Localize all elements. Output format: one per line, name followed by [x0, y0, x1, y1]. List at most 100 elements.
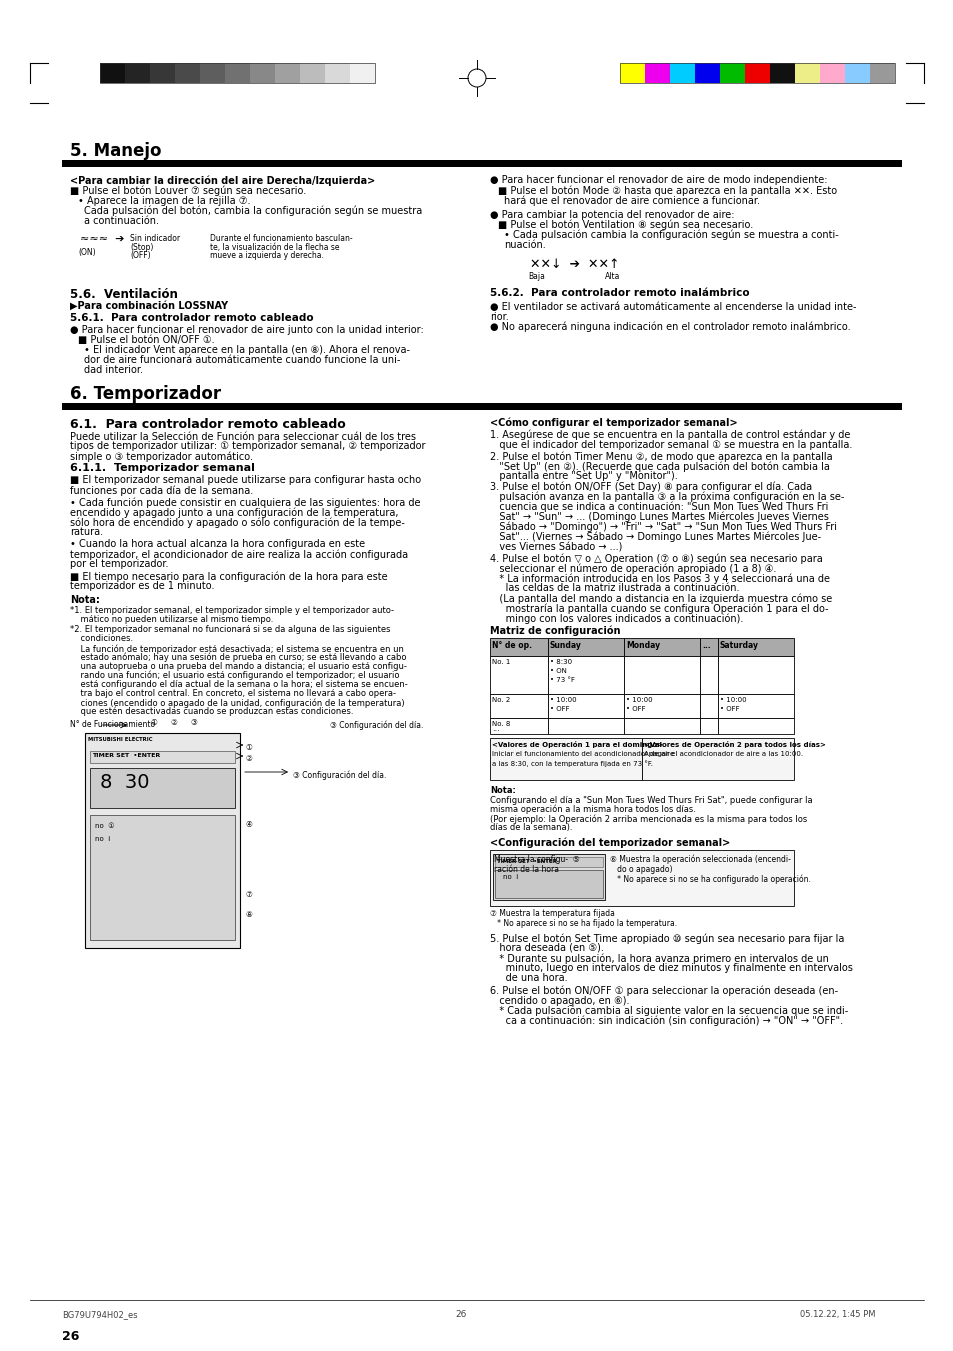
Bar — [490, 694, 547, 717]
Text: ves Viernes Sábado → ...): ves Viernes Sábado → ...) — [490, 542, 621, 553]
Text: <Cómo configurar el temporizador semanal>: <Cómo configurar el temporizador semanal… — [490, 417, 737, 428]
Text: a continuación.: a continuación. — [84, 216, 159, 226]
Text: una autoprueba o una prueba del mando a distancia; el usuario está configu-: una autoprueba o una prueba del mando a … — [70, 662, 406, 671]
Text: que el indicador del temporizador semanal ① se muestra en la pantalla.: que el indicador del temporizador semana… — [490, 440, 851, 450]
Text: <Para cambiar la dirección del aire Derecha/Izquierda>: <Para cambiar la dirección del aire Dere… — [70, 176, 375, 185]
Text: sólo hora de encendido y apagado o sólo configuración de la tempe-: sólo hora de encendido y apagado o sólo … — [70, 517, 404, 527]
Text: Matriz de configuración: Matriz de configuración — [490, 626, 619, 635]
Text: de una hora.: de una hora. — [490, 973, 567, 984]
Text: mático no pueden utilizarse al mismo tiempo.: mático no pueden utilizarse al mismo tie… — [70, 615, 274, 624]
Text: (Por ejemplo: la Operación 2 arriba mencionada es la misma para todos los: (Por ejemplo: la Operación 2 arriba menc… — [490, 815, 806, 824]
Text: Monday: Monday — [625, 640, 659, 650]
Bar — [100, 63, 125, 82]
Bar — [495, 870, 602, 898]
Text: por el temporizador.: por el temporizador. — [70, 559, 169, 569]
Bar — [62, 159, 901, 168]
Text: rando una función; el usuario está configurando el temporizador; el usuario: rando una función; el usuario está confi… — [70, 671, 399, 681]
Bar — [623, 717, 700, 734]
Text: ⑥ Muestra la operación seleccionada (encendi-: ⑥ Muestra la operación seleccionada (enc… — [609, 855, 790, 865]
Text: Nota:: Nota: — [490, 786, 516, 794]
Text: tra bajo el control central. En concreto, el sistema no llevará a cabo opera-: tra bajo el control central. En concreto… — [70, 689, 395, 698]
Text: ■ El temporizador semanal puede utilizarse para configurar hasta ocho: ■ El temporizador semanal puede utilizar… — [70, 476, 420, 485]
Text: ración de la hora: ración de la hora — [494, 865, 558, 874]
Text: Configurando el día a "Sun Mon Tues Wed Thurs Fri Sat", puede configurar la: Configurando el día a "Sun Mon Tues Wed … — [490, 796, 812, 805]
Bar — [619, 63, 894, 82]
Text: do o apagado): do o apagado) — [609, 865, 672, 874]
Bar — [547, 638, 623, 657]
Bar — [718, 657, 793, 694]
Text: ①: ① — [245, 743, 252, 753]
Text: nuación.: nuación. — [503, 240, 545, 250]
Bar — [100, 63, 375, 82]
Text: encendido y apagado junto a una configuración de la temperatura,: encendido y apagado junto a una configur… — [70, 507, 398, 517]
Text: días de la semana).: días de la semana). — [490, 823, 572, 832]
Text: ■ Pulse el botón Mode ② hasta que aparezca en la pantalla ✕✕. Esto: ■ Pulse el botón Mode ② hasta que aparez… — [497, 186, 836, 196]
Bar — [125, 63, 150, 82]
Text: Alta: Alta — [604, 272, 619, 281]
Bar — [794, 63, 820, 82]
Text: pulsación avanza en la pantalla ③ a la próxima configuración en la se-: pulsación avanza en la pantalla ③ a la p… — [490, 492, 843, 503]
Bar — [718, 694, 793, 717]
Text: • 8:30: • 8:30 — [550, 659, 572, 665]
Text: TIMER SET  •ENTER: TIMER SET •ENTER — [497, 859, 557, 865]
Text: ▶Para combinación LOSSNAY: ▶Para combinación LOSSNAY — [70, 301, 228, 311]
Text: 1. Asegúrese de que se encuentra en la pantalla de control estándar y de: 1. Asegúrese de que se encuentra en la p… — [490, 430, 849, 440]
Text: <Valores de Operación 1 para el domingo>: <Valores de Operación 1 para el domingo> — [492, 740, 662, 748]
Text: las celdas de la matriz ilustrada a continuación.: las celdas de la matriz ilustrada a cont… — [490, 584, 739, 593]
Bar — [174, 63, 200, 82]
Text: • Cada pulsación cambia la configuración según se muestra a conti-: • Cada pulsación cambia la configuración… — [503, 230, 838, 240]
Text: Puede utilizar la Selección de Función para seleccionar cuál de los tres: Puede utilizar la Selección de Función p… — [70, 431, 416, 442]
Text: ciones (encendido o apagado de la unidad, configuración de la temperatura): ciones (encendido o apagado de la unidad… — [70, 698, 404, 708]
Bar — [200, 63, 225, 82]
Text: dor de aire funcionará automáticamente cuando funcione la uni-: dor de aire funcionará automáticamente c… — [84, 355, 400, 365]
Text: (La pantalla del mando a distancia en la izquierda muestra cómo se: (La pantalla del mando a distancia en la… — [490, 593, 831, 604]
Text: • 10:00: • 10:00 — [625, 697, 652, 703]
Text: simple o ③ temporizador automático.: simple o ③ temporizador automático. — [70, 451, 253, 462]
Bar — [869, 63, 894, 82]
Bar — [700, 694, 718, 717]
Text: ca a continuación: sin indicación (sin configuración) → "ON" → "OFF".: ca a continuación: sin indicación (sin c… — [490, 1016, 842, 1027]
Text: seleccionar el número de operación apropiado (1 a 8) ④.: seleccionar el número de operación aprop… — [490, 563, 776, 574]
Text: ⑧: ⑧ — [245, 911, 252, 919]
Text: ⑦: ⑦ — [245, 890, 252, 898]
Bar — [700, 657, 718, 694]
Text: ③ Configuración del día.: ③ Configuración del día. — [293, 770, 386, 780]
Text: ● Para cambiar la potencia del renovador de aire:: ● Para cambiar la potencia del renovador… — [490, 209, 734, 220]
Text: mueve a izquierda y derecha.: mueve a izquierda y derecha. — [210, 251, 323, 259]
Bar — [718, 638, 793, 657]
Bar — [274, 63, 299, 82]
Text: TIMER SET  •ENTER: TIMER SET •ENTER — [91, 753, 160, 758]
Text: • El indicador Vent aparece en la pantalla (en ⑧). Ahora el renova-: • El indicador Vent aparece en la pantal… — [84, 345, 410, 355]
Text: cuencia que se indica a continuación: "Sun Mon Tues Wed Thurs Fri: cuencia que se indica a continuación: "S… — [490, 503, 827, 512]
Text: ratura.: ratura. — [70, 527, 103, 536]
Text: • Cuando la hora actual alcanza la hora configurada en este: • Cuando la hora actual alcanza la hora … — [70, 539, 365, 549]
Text: Sat"... (Viernes → Sábado → Domingo Lunes Martes Miércoles Jue-: Sat"... (Viernes → Sábado → Domingo Lune… — [490, 532, 821, 543]
Bar — [700, 638, 718, 657]
Text: cendido o apagado, en ⑥).: cendido o apagado, en ⑥). — [490, 996, 629, 1006]
Text: 2. Pulse el botón Timer Menu ②, de modo que aparezca en la pantalla: 2. Pulse el botón Timer Menu ②, de modo … — [490, 451, 832, 462]
Text: ②: ② — [245, 754, 252, 763]
Text: estado anómalo; hay una sesión de prueba en curso; se está llevando a cabo: estado anómalo; hay una sesión de prueba… — [70, 653, 406, 662]
Text: No. 8: No. 8 — [492, 721, 510, 727]
Text: * Cada pulsación cambia al siguiente valor en la secuencia que se indi-: * Cada pulsación cambia al siguiente val… — [490, 1006, 847, 1016]
Text: * No aparece si no se ha configurado la operación.: * No aparece si no se ha configurado la … — [609, 875, 810, 885]
Text: • Aparece la imagen de la rejilla ⑦.: • Aparece la imagen de la rejilla ⑦. — [78, 196, 251, 205]
Text: ...: ... — [492, 724, 499, 734]
Text: *1. El temporizador semanal, el temporizador simple y el temporizador auto-: *1. El temporizador semanal, el temporiz… — [70, 607, 394, 615]
Text: Baja: Baja — [527, 272, 544, 281]
Text: no  ①: no ① — [95, 823, 114, 830]
Text: a las 8:30, con la temperatura fijada en 73 °F.: a las 8:30, con la temperatura fijada en… — [492, 761, 652, 767]
Bar — [695, 63, 720, 82]
Text: 5.6.1.  Para controlador remoto cableado: 5.6.1. Para controlador remoto cableado — [70, 313, 314, 323]
Text: ✕✕↓  ➔  ✕✕↑: ✕✕↓ ➔ ✕✕↑ — [530, 258, 618, 272]
Bar — [299, 63, 325, 82]
Text: • 10:00: • 10:00 — [720, 697, 746, 703]
Text: 8  30: 8 30 — [100, 773, 150, 792]
Bar — [700, 717, 718, 734]
Text: BG79U794H02_es: BG79U794H02_es — [62, 1310, 137, 1319]
Bar — [490, 638, 547, 657]
Bar — [623, 638, 700, 657]
Bar — [619, 63, 644, 82]
Text: • Cada función puede consistir en cualquiera de las siguientes: hora de: • Cada función puede consistir en cualqu… — [70, 497, 420, 508]
Text: 5.6.2.  Para controlador remoto inalámbrico: 5.6.2. Para controlador remoto inalámbri… — [490, 288, 749, 299]
